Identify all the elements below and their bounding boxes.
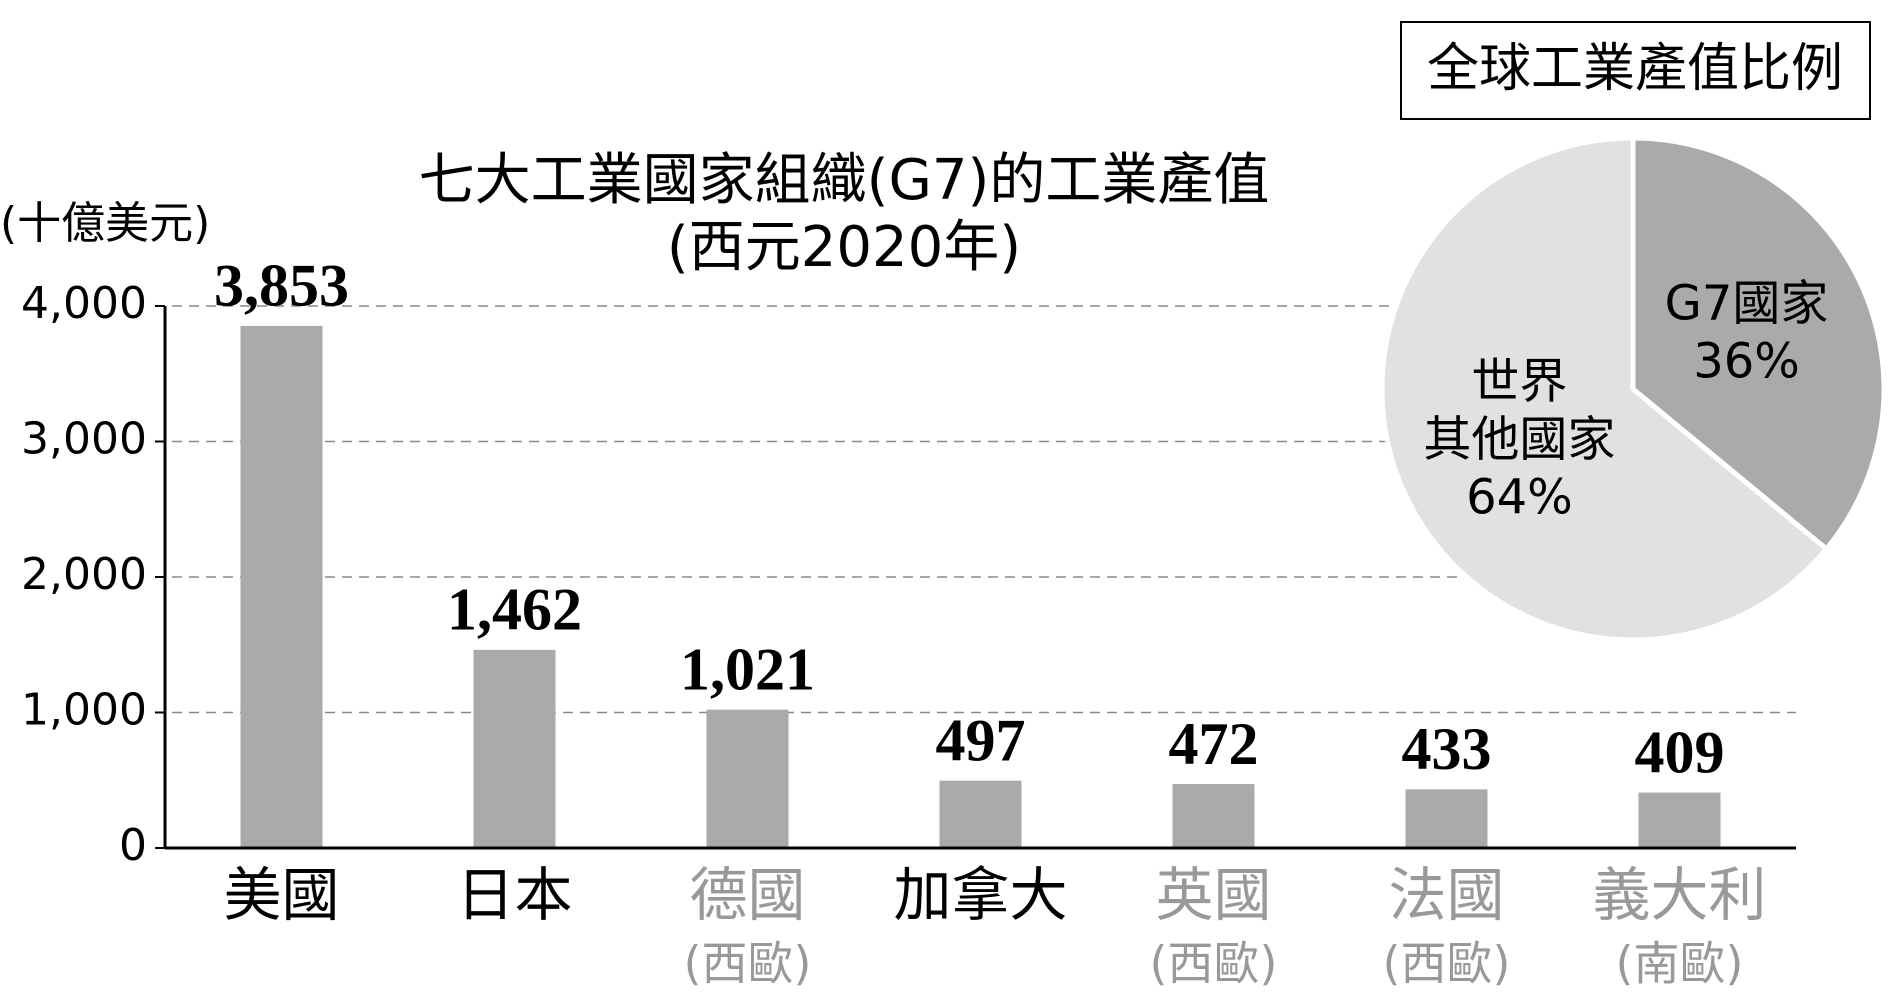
x-tick-note: (西歐) xyxy=(1383,937,1511,991)
bar xyxy=(1405,789,1488,848)
bar xyxy=(1638,792,1721,848)
x-tick-note: (西歐) xyxy=(684,937,812,991)
slice-label: 世界 xyxy=(1471,353,1567,409)
y-tick-label: 4,000 xyxy=(21,278,147,329)
pie-slice xyxy=(1379,135,1830,643)
y-tick-label: 1,000 xyxy=(21,685,147,736)
x-tick-label: 義大利 xyxy=(1592,861,1766,929)
bar xyxy=(706,709,789,848)
x-tick-label: 德國 xyxy=(689,861,805,929)
y-tick-label: 2,000 xyxy=(21,549,147,600)
pie-slice xyxy=(1630,135,1887,553)
bar xyxy=(473,649,556,848)
y-axis-label: (十億美元) xyxy=(0,198,210,249)
value-label: 1,462 xyxy=(447,577,582,643)
value-label: 3,853 xyxy=(214,253,349,319)
y-tick-label: 3,000 xyxy=(21,414,147,465)
slice-value-label: 36% xyxy=(1693,334,1800,390)
value-label: 1,021 xyxy=(680,636,815,702)
x-tick-label: 英國 xyxy=(1155,861,1271,929)
bar xyxy=(939,780,1022,848)
bar xyxy=(1172,784,1255,848)
x-tick-label: 美國 xyxy=(223,861,339,929)
x-tick-note: (南歐) xyxy=(1616,937,1744,991)
y-tick-label: 0 xyxy=(119,820,147,871)
bar-chart: 0 1,000 2,000 3,000 4,000 3,853 美國 1,462 日本 1,021… xyxy=(21,253,1796,991)
value-label: 409 xyxy=(1635,719,1725,785)
value-label: 472 xyxy=(1169,711,1259,777)
x-tick-label: 加拿大 xyxy=(893,861,1067,929)
pie-title-box xyxy=(1400,21,1871,120)
slice-label: G7國家 xyxy=(1665,276,1829,332)
chart-title: 七大工業國家組織(G7)的工業產值 xyxy=(419,148,1270,213)
chart-subtitle: (西元2020年) xyxy=(667,215,1021,280)
pie-title: 全球工業產值比例 xyxy=(1427,39,1843,99)
bar xyxy=(240,325,323,849)
value-label: 497 xyxy=(936,707,1026,773)
value-label: 433 xyxy=(1402,716,1492,782)
x-tick-label: 日本 xyxy=(456,861,572,929)
x-tick-label: 法國 xyxy=(1388,861,1504,929)
slice-label: 其他國家 xyxy=(1423,411,1615,467)
x-tick-note: (西歐) xyxy=(1150,937,1278,991)
slice-value-label: 64% xyxy=(1466,469,1573,525)
